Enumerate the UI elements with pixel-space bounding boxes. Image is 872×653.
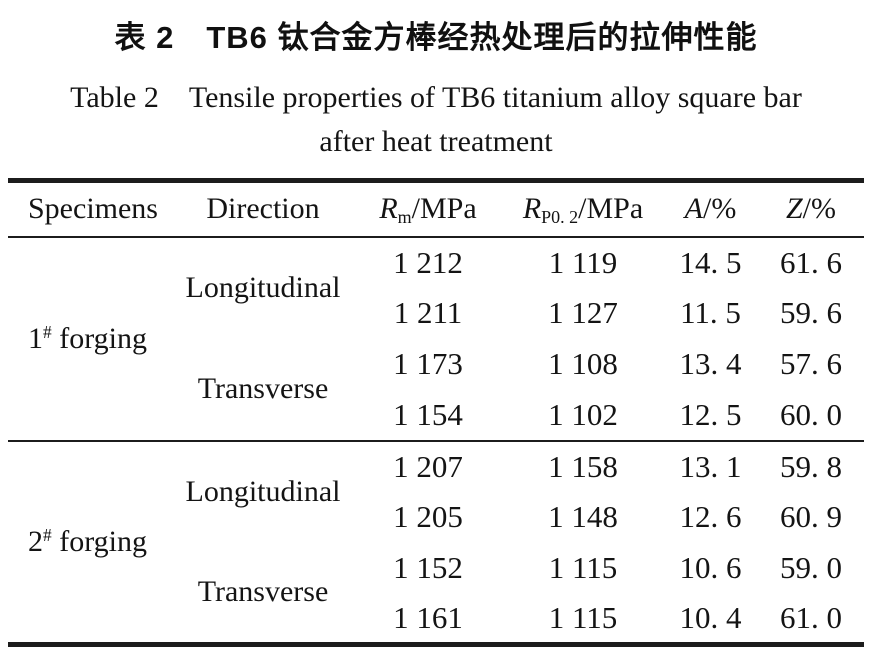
- specimen-hash-sup: #: [43, 525, 52, 546]
- header-rm: Rm/MPa: [353, 180, 503, 238]
- z-unit: /%: [802, 192, 836, 226]
- table-row: 1 161 1 115 10. 4 61. 0: [8, 594, 864, 645]
- specimen-number: 2: [28, 524, 43, 558]
- rp02-value: 1 115: [548, 599, 618, 635]
- rp02-value: 1 148: [548, 499, 618, 534]
- rm-value: 1 211: [393, 295, 463, 330]
- rm-value: 1 212: [393, 244, 463, 280]
- rp02-subscript: P0. 2: [541, 207, 579, 228]
- table-row: 1 205 1 148 12. 6 60. 9: [8, 492, 864, 543]
- header-rp02: RP0. 2/MPa: [503, 180, 663, 238]
- rm-symbol: R: [379, 192, 398, 226]
- reduction-value: 60. 0: [758, 389, 864, 442]
- reduction-value: 60. 9: [780, 499, 842, 534]
- header-direction: Direction: [173, 180, 353, 238]
- header-reduction: Z/%: [758, 180, 864, 238]
- rp02-value: 1 119: [548, 244, 618, 280]
- elongation-value: 12. 6: [679, 499, 742, 534]
- elongation-value: 13. 1: [679, 448, 742, 484]
- specimen-label-2: 2# forging: [8, 441, 173, 645]
- elongation-value: 10. 6: [679, 550, 742, 585]
- direction-label-longitudinal: Longitudinal: [185, 475, 341, 508]
- reduction-value: 61. 0: [780, 599, 842, 635]
- elongation-value: 10. 4: [679, 599, 742, 635]
- table-title-english-line1: Table 2 Tensile properties of TB6 titani…: [70, 81, 802, 114]
- table-row: 1# forging Longitudinal 1 212 1 119 14. …: [8, 236, 864, 442]
- a-symbol: A: [684, 192, 703, 226]
- reduction-value: 59. 6: [780, 295, 842, 330]
- rp02-value: 1 108: [548, 346, 618, 381]
- specimen-hash-sup: #: [43, 321, 52, 342]
- rp02-value: 1 102: [503, 389, 663, 442]
- table-row: 1 211 1 127 11. 5 59. 6: [8, 288, 864, 339]
- reduction-value: 61. 6: [780, 244, 842, 280]
- header-specimens: Specimens: [8, 180, 173, 238]
- reduction-value: 57. 6: [780, 346, 842, 381]
- table-row: 2# forging Longitudinal 1 207 1 158 13. …: [8, 441, 864, 558]
- table-title-english-line2: after heat treatment: [319, 125, 553, 158]
- rp02-unit: /MPa: [578, 192, 644, 226]
- rm-unit: /MPa: [411, 192, 477, 226]
- specimen-number: 1: [28, 321, 43, 355]
- rp02-value: 1 158: [548, 448, 618, 484]
- rm-value: 1 173: [393, 346, 463, 381]
- elongation-value: 11. 5: [680, 295, 741, 330]
- direction-label-longitudinal: Longitudinal: [185, 271, 341, 304]
- z-symbol: Z: [785, 192, 803, 226]
- direction-label-transverse: Transverse: [197, 575, 329, 609]
- a-unit: /%: [703, 192, 737, 226]
- rm-value: 1 152: [393, 550, 463, 585]
- specimen-label-1: 1# forging: [8, 236, 173, 442]
- rp02-symbol: R: [522, 192, 542, 226]
- specimen-suffix: forging: [51, 524, 147, 558]
- table-row: Transverse 1 152 1 115 10. 6 59. 0: [8, 543, 864, 608]
- header-elongation: A/%: [663, 180, 758, 238]
- table-row: Transverse 1 173 1 108 13. 4 57. 6: [8, 338, 864, 442]
- elongation-value: 13. 4: [679, 346, 742, 381]
- reduction-value: 59. 8: [780, 448, 842, 484]
- specimen-suffix: forging: [51, 321, 147, 355]
- direction-label-transverse: Transverse: [173, 338, 353, 442]
- table-title-chinese: 表 2 TB6 钛合金方棒经热处理后的拉伸性能: [114, 20, 758, 55]
- rm-subscript: m: [397, 207, 412, 228]
- table-row: 1 154 1 102 12. 5 60. 0: [8, 389, 864, 442]
- elongation-value: 12. 5: [663, 389, 758, 442]
- rm-value: 1 205: [393, 499, 463, 534]
- rp02-value: 1 115: [548, 550, 618, 585]
- reduction-value: 59. 0: [780, 550, 842, 585]
- tensile-properties-table: Specimens Direction Rm/MPa RP0. 2/MPa A/…: [8, 178, 864, 647]
- rm-value: 1 161: [393, 599, 463, 635]
- rm-value: 1 207: [393, 448, 463, 484]
- elongation-value: 14. 5: [679, 244, 742, 280]
- rp02-value: 1 127: [548, 295, 618, 330]
- rm-value: 1 154: [353, 389, 503, 442]
- table-header-row: Specimens Direction Rm/MPa RP0. 2/MPa A/…: [8, 180, 864, 238]
